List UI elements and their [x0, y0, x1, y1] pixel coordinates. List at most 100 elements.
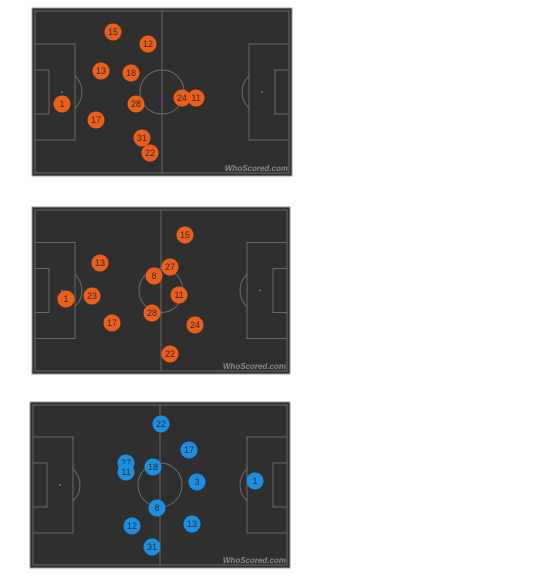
player-dot — [133, 129, 151, 147]
player-marker: 18 — [122, 64, 140, 82]
player-marker: 28 — [127, 95, 145, 113]
goal-box — [34, 69, 50, 115]
penalty-arc — [72, 468, 81, 502]
player-dot — [144, 458, 162, 476]
goal-box — [272, 268, 288, 313]
player-dot — [170, 286, 188, 304]
player-marker: 27 — [161, 258, 179, 276]
player-dot — [187, 89, 205, 107]
player-marker: 22 — [161, 345, 179, 363]
player-dot — [122, 64, 140, 82]
player-number: 15 — [108, 27, 118, 37]
player-marker: 8 — [145, 267, 163, 285]
player-number: 8 — [151, 271, 156, 281]
player-dot — [188, 473, 206, 491]
penalty-spot — [59, 484, 61, 486]
player-number: 22 — [145, 148, 155, 158]
player-number: 13 — [96, 66, 106, 76]
penalty-arc — [74, 75, 83, 109]
player-marker: 28 — [143, 304, 161, 322]
player-marker: 13 — [91, 254, 109, 272]
player-marker: 3 — [188, 473, 206, 491]
player-marker: 11 — [170, 286, 188, 304]
goal-box — [34, 268, 50, 313]
player-number: 11 — [174, 290, 183, 300]
player-dot — [53, 95, 71, 113]
penalty-spot — [259, 289, 261, 292]
penalty-arc — [239, 468, 248, 502]
player-marker: 13 — [183, 515, 201, 533]
player-number: 12 — [143, 39, 153, 49]
player-marker: 23 — [83, 287, 101, 305]
player-number: 22 — [165, 349, 175, 359]
player-dot — [127, 95, 145, 113]
player-dot — [246, 472, 264, 490]
player-number: 17 — [91, 115, 101, 125]
player-marker: 13 — [92, 62, 110, 80]
player-dot — [152, 415, 170, 433]
player-marker: 12 — [139, 35, 157, 53]
player-marker: 8 — [148, 499, 166, 517]
player-marker: 17 — [103, 314, 121, 332]
player-dot — [91, 254, 109, 272]
player-dot — [87, 111, 105, 129]
player-dot — [57, 290, 75, 308]
player-marker: 1 — [53, 95, 71, 113]
penalty-arc — [241, 75, 250, 109]
watermark: WhoScored.com — [225, 164, 288, 173]
player-number: 1 — [59, 99, 64, 109]
player-dot — [103, 314, 121, 332]
player-dot — [148, 499, 166, 517]
watermark: WhoScored.com — [223, 362, 286, 371]
player-number: 23 — [87, 291, 97, 301]
player-marker: 11 — [187, 89, 205, 107]
player-dot — [145, 267, 163, 285]
player-number: 1 — [252, 476, 257, 486]
player-number: 31 — [137, 133, 147, 143]
player-dot — [161, 258, 179, 276]
player-dot — [92, 62, 110, 80]
goal-box — [272, 462, 288, 508]
player-marker: 18 — [144, 458, 162, 476]
player-marker: 1 — [246, 472, 264, 490]
player-marker: 22 — [152, 415, 170, 433]
player-dot — [141, 144, 159, 162]
player-number: 28 — [131, 99, 141, 109]
player-dot — [123, 517, 141, 535]
player-marker: 15 — [176, 226, 194, 244]
player-marker: 1 — [57, 290, 75, 308]
player-number: 27 — [121, 458, 131, 468]
player-dot — [104, 23, 122, 41]
penalty-arc — [74, 274, 83, 307]
player-number: 17 — [107, 318, 117, 328]
player-dot — [143, 538, 161, 556]
player-marker: 24 — [173, 89, 191, 107]
player-marker: 31 — [133, 129, 151, 147]
player-number: 1 — [63, 294, 68, 304]
player-dot — [183, 515, 201, 533]
pitch: WhoScored.com 15 13 27 8 1 23 11 28 17 24 22 — [31, 206, 291, 375]
player-number: 18 — [126, 68, 136, 78]
watermark: WhoScored.com — [223, 556, 286, 565]
player-marker: 17 — [180, 441, 198, 459]
player-number: 11 — [121, 467, 130, 477]
pitch: WhoScored.com 15 12 13 18 1 28 24 11 17 31 22 — [31, 7, 293, 177]
player-marker: 22 — [141, 144, 159, 162]
player-number: 18 — [148, 462, 158, 472]
player-marker: 12 — [123, 517, 141, 535]
player-marker: 11 — [117, 463, 135, 481]
player-dot — [161, 345, 179, 363]
player-number: 8 — [154, 503, 159, 513]
player-dot — [143, 304, 161, 322]
player-dot — [117, 463, 135, 481]
player-number: 28 — [147, 308, 157, 318]
player-dot — [176, 226, 194, 244]
player-number: 22 — [156, 419, 166, 429]
player-number: 17 — [184, 445, 194, 455]
player-number: 3 — [194, 477, 199, 487]
player-dot — [180, 441, 198, 459]
penalty-arc — [239, 274, 248, 307]
player-number: 11 — [191, 93, 200, 103]
